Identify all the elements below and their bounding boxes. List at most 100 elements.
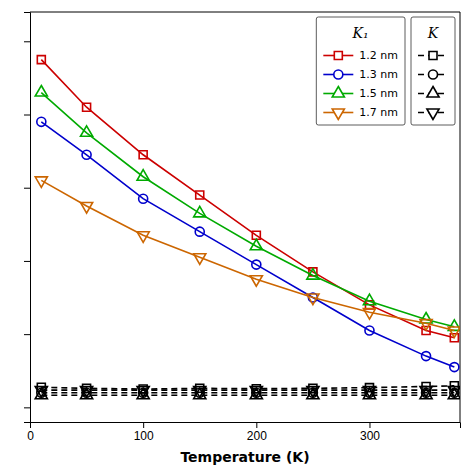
x-tick: 0 — [27, 422, 34, 443]
line — [41, 386, 454, 389]
marker — [194, 206, 206, 217]
marker — [35, 177, 47, 188]
marker — [307, 294, 319, 305]
marker — [80, 387, 92, 398]
line — [41, 180, 454, 330]
marker — [137, 170, 149, 181]
y-axis-line — [24, 13, 31, 423]
series — [35, 177, 460, 338]
marker — [137, 232, 149, 243]
marker — [363, 387, 375, 398]
y-tick — [24, 115, 30, 116]
line — [41, 93, 454, 327]
y-tick — [24, 188, 30, 189]
legend-swatch-marker — [334, 52, 342, 60]
legend-swatch-marker — [428, 70, 437, 79]
plot: 0 100 200 300 Temperature (K) — [24, 12, 461, 465]
x-tick-mark — [256, 422, 257, 428]
legend-swatch-marker — [334, 70, 343, 79]
legend-item — [418, 109, 448, 120]
marker — [448, 327, 460, 338]
series — [37, 56, 458, 342]
x-tick: 100 — [134, 422, 154, 443]
legend-item — [418, 86, 448, 97]
x-axis-title: Temperature (K) — [180, 449, 309, 465]
marker — [37, 56, 45, 64]
line — [41, 394, 454, 396]
legend: K — [411, 17, 455, 125]
y-tick-mark — [24, 261, 30, 262]
series — [35, 388, 460, 399]
marker — [82, 150, 91, 159]
marker — [307, 269, 319, 280]
data-layer — [35, 56, 460, 399]
x-tick-label: 100 — [134, 429, 154, 443]
frame-top — [30, 12, 460, 13]
y-tick-mark — [24, 41, 30, 42]
marker — [363, 309, 375, 320]
marker — [422, 352, 431, 361]
legend-label: 1.3 nm — [359, 68, 398, 81]
marker — [250, 276, 262, 287]
y-tick — [24, 261, 30, 262]
legend-item: 1.7 nm — [323, 106, 398, 119]
legend-label: 1.5 nm — [359, 87, 398, 100]
legend-label: 1.7 nm — [359, 106, 398, 119]
marker — [194, 387, 206, 398]
marker — [307, 387, 319, 398]
legend-item: 1.3 nm — [323, 68, 398, 81]
legend-title: K₁ — [352, 25, 369, 41]
marker — [420, 387, 432, 398]
line — [41, 122, 454, 367]
y-tick — [24, 41, 30, 42]
legend-swatch-marker — [429, 52, 437, 60]
marker — [250, 387, 262, 398]
x-tick-mark — [369, 422, 370, 428]
y-tick — [24, 407, 30, 408]
marker — [80, 126, 92, 137]
marker — [195, 227, 204, 236]
x-tick: 200 — [247, 422, 267, 443]
marker — [35, 86, 47, 97]
legend-title: K — [427, 25, 440, 41]
legend-label: 1.2 nm — [359, 49, 398, 62]
y-tick-mark — [24, 188, 30, 189]
legend-item — [418, 52, 448, 60]
x-axis-line — [31, 423, 461, 429]
chart: 0 100 200 300 Temperature (K) K₁ 1.2 nm 1.3 nm 1… — [0, 0, 474, 474]
line — [41, 392, 454, 394]
marker — [250, 239, 262, 250]
legend-box — [316, 17, 405, 125]
series — [37, 388, 459, 397]
x-tick: 300 — [360, 422, 380, 443]
marker — [252, 260, 261, 269]
marker — [196, 191, 204, 199]
marker — [139, 194, 148, 203]
legend-swatch-marker — [332, 109, 344, 120]
marker — [194, 254, 206, 265]
marker — [420, 320, 432, 331]
marker — [137, 387, 149, 398]
x-tick-label: 200 — [247, 429, 267, 443]
y-tick-mark — [24, 115, 30, 116]
series — [37, 117, 459, 371]
legend-swatch-marker — [427, 86, 439, 97]
x-axis: 0 100 200 300 — [27, 422, 460, 443]
series — [37, 382, 458, 393]
marker — [37, 117, 46, 126]
legend: K₁ 1.2 nm 1.3 nm 1.5 nm 1.7 nm — [316, 17, 405, 125]
y-tick-mark — [24, 407, 30, 408]
marker — [35, 387, 47, 398]
marker — [365, 326, 374, 335]
x-tick-label: 0 — [27, 429, 34, 443]
legend-item: 1.2 nm — [323, 49, 398, 62]
series — [35, 387, 460, 398]
marker — [363, 294, 375, 305]
y-axis — [24, 13, 31, 423]
x-tick-label: 300 — [360, 429, 380, 443]
frame-right — [460, 12, 461, 422]
x-tick-mark — [143, 422, 144, 428]
marker — [83, 103, 91, 111]
marker — [80, 203, 92, 214]
marker — [139, 151, 147, 159]
